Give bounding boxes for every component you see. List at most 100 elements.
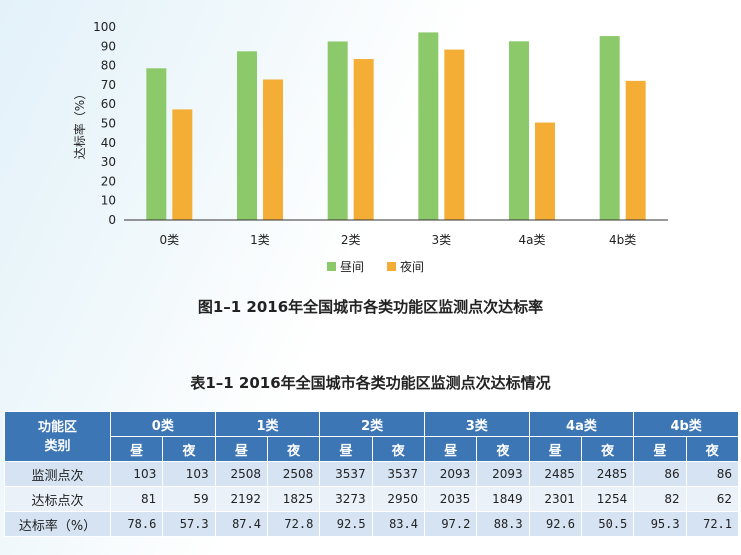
day-bar-3 (418, 32, 439, 221)
y-tick-label: 70 (101, 78, 116, 92)
sub-header-day: 昼 (214, 436, 268, 462)
group-header-3: 3类 (423, 411, 530, 437)
legend: 昼间 夜间 (327, 259, 424, 274)
table-cell: 2192 (214, 486, 268, 512)
sub-header-night: 夜 (162, 436, 216, 462)
table-cell: 83.4 (371, 511, 425, 537)
y-tick-label: 20 (101, 174, 116, 188)
sub-header-day: 昼 (528, 436, 582, 462)
table-cell: 86 (685, 461, 740, 487)
y-tick-label: 80 (101, 59, 116, 73)
table-cell: 78.6 (109, 511, 164, 537)
sub-header-night: 夜 (266, 436, 321, 462)
table-cell: 92.6 (528, 511, 582, 537)
category-label: 3类 (432, 233, 452, 247)
y-tick-label: 0 (108, 213, 116, 227)
category-label: 2类 (341, 233, 361, 247)
table-cell: 59 (162, 486, 216, 512)
y-axis-label: 达标率（%） (72, 88, 87, 159)
corner-line-1: 功能区 (37, 419, 77, 435)
day-bar-1 (237, 51, 257, 221)
y-tick-label: 50 (101, 117, 116, 131)
table-caption: 表1–1 2016年全国城市各类功能区监测点次达标情况 (190, 374, 551, 392)
table-cell: 2093 (476, 461, 530, 487)
table-cell: 57.3 (162, 511, 216, 537)
table-cell: 50.5 (580, 511, 635, 537)
category-label: 4a类 (519, 233, 546, 247)
legend-label-0: 昼间 (340, 260, 364, 274)
category-label: 0类 (160, 233, 180, 247)
table-corner-header: 功能区 类别 (4, 411, 111, 462)
figure-caption: 图1–1 2016年全国城市各类功能区监测点次达标率 (197, 298, 544, 316)
bar-chart: 达标率（%） 0 10 20 30 40 50 60 70 80 90 100 0类 1类 2类 3类 4a… (72, 20, 668, 274)
table-cell: 2485 (580, 461, 635, 487)
group-header-4a: 4a类 (528, 411, 635, 437)
night-bar-5 (625, 80, 646, 220)
category-label: 4b类 (609, 233, 636, 247)
table-cell: 103 (162, 461, 216, 487)
day-bar-2 (327, 41, 348, 220)
sub-header-night: 夜 (685, 436, 740, 462)
y-tick-label: 90 (101, 39, 116, 53)
y-tick-label: 30 (101, 155, 116, 169)
corner-line-2: 类别 (44, 438, 71, 454)
table-cell: 2950 (371, 486, 425, 512)
table-cell: 2508 (214, 461, 268, 487)
table-cell: 1825 (266, 486, 321, 512)
sub-header-row: 昼夜昼夜昼夜昼夜昼夜昼夜 (5, 436, 740, 462)
table-cell: 2035 (423, 486, 478, 512)
night-bar-4 (535, 122, 555, 220)
sub-header-night: 夜 (580, 436, 635, 462)
table-cell: 97.2 (423, 511, 478, 537)
legend-swatch-1 (387, 262, 396, 271)
table-cell: 95.3 (633, 511, 687, 537)
table-body: 监测点次 103 103 2508 2508 3537 3537 2093 2093 2485 24… (4, 461, 740, 537)
table-cell: 1254 (580, 486, 635, 512)
table-cell: 92.5 (319, 511, 373, 537)
night-bar-0 (172, 109, 193, 220)
table-cell: 2093 (423, 461, 478, 487)
table-row: 达标率（%） 78.6 57.3 87.4 72.8 92.5 83.4 97.2 88.3 92… (4, 511, 740, 537)
table-cell: 88.3 (476, 511, 530, 537)
group-header-0: 0类 (110, 411, 216, 437)
sub-header-day: 昼 (109, 436, 164, 462)
group-header-4b: 4b类 (633, 411, 739, 437)
sub-header-night: 夜 (476, 436, 530, 462)
table-cell: 72.1 (685, 511, 740, 537)
y-tick-label: 40 (101, 136, 116, 150)
table-cell: 72.8 (266, 511, 321, 537)
night-bar-3 (444, 49, 465, 221)
bars-group (146, 32, 646, 221)
table-cell: 82 (633, 486, 687, 512)
y-tick-label: 60 (101, 97, 116, 111)
row-label: 达标点次 (4, 486, 111, 512)
sub-header-day: 昼 (423, 436, 478, 462)
table-cell: 3537 (371, 461, 425, 487)
row-label: 监测点次 (4, 461, 111, 487)
day-bar-0 (146, 68, 167, 220)
category-labels-group: 0类 1类 2类 3类 4a类 4b类 (160, 233, 637, 247)
table-row: 监测点次 103 103 2508 2508 3537 3537 2093 2093 2485 24… (4, 461, 740, 487)
y-axis-label-group: 达标率（%） (72, 88, 87, 159)
table-cell: 2485 (528, 461, 582, 487)
night-bar-1 (263, 79, 283, 220)
table-cell: 86 (633, 461, 687, 487)
table-cell: 2301 (528, 486, 582, 512)
day-bar-4 (509, 41, 529, 221)
table-cell: 3537 (319, 461, 373, 487)
table-cell: 3273 (319, 486, 373, 512)
table-row: 达标点次 81 59 2192 1825 3273 2950 2035 1849 2301 1254… (4, 486, 740, 512)
row-label: 达标率（%） (4, 511, 111, 537)
y-tick-group: 0 10 20 30 40 50 60 70 80 90 100 (93, 20, 116, 227)
sub-header-night: 夜 (371, 436, 425, 462)
table-cell: 62 (685, 486, 740, 512)
sub-header-day: 昼 (319, 436, 373, 462)
y-tick-label: 10 (101, 194, 116, 208)
category-label: 1类 (250, 233, 270, 247)
night-bar-2 (353, 59, 374, 221)
table-cell: 103 (109, 461, 164, 487)
data-table: 功能区 类别 0类 1类 2类 3类 4a类 4b类 昼夜昼夜昼夜昼夜昼夜昼夜 … (4, 411, 740, 537)
table-cell: 81 (109, 486, 164, 512)
table-cell: 1849 (476, 486, 530, 512)
sub-header-day: 昼 (633, 436, 687, 462)
